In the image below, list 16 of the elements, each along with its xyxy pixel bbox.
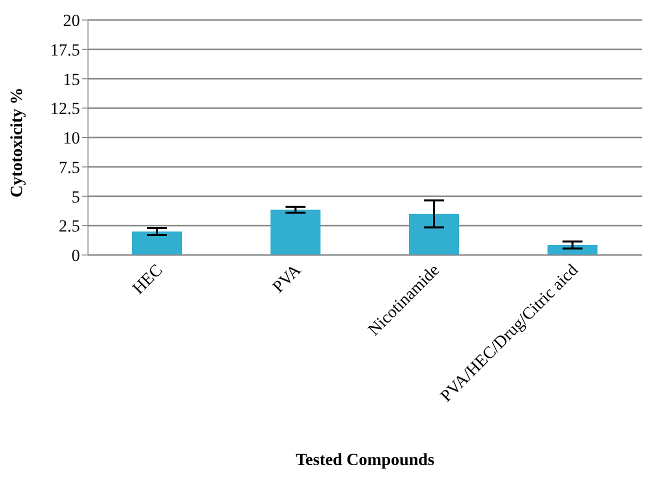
y-tick-label: 12.5 <box>50 99 80 118</box>
bar <box>548 245 598 255</box>
y-tick-label: 15 <box>63 70 80 89</box>
y-tick-label: 17.5 <box>50 40 80 60</box>
bar <box>270 210 320 255</box>
y-tick-label: 0 <box>72 246 80 266</box>
y-axis-title: Cytotoxicity % <box>7 87 26 198</box>
y-tick-label: 20 <box>63 11 80 30</box>
x-axis-title: Tested Compounds <box>296 450 435 469</box>
bar <box>132 232 182 255</box>
x-tick-label: PVA <box>268 260 306 296</box>
y-tick-label: 5 <box>72 187 80 206</box>
y-tick-label: 10 <box>63 128 80 148</box>
bar <box>409 214 459 255</box>
y-tick-label: 7.5 <box>58 158 80 177</box>
y-tick-label: 2.5 <box>58 216 80 236</box>
